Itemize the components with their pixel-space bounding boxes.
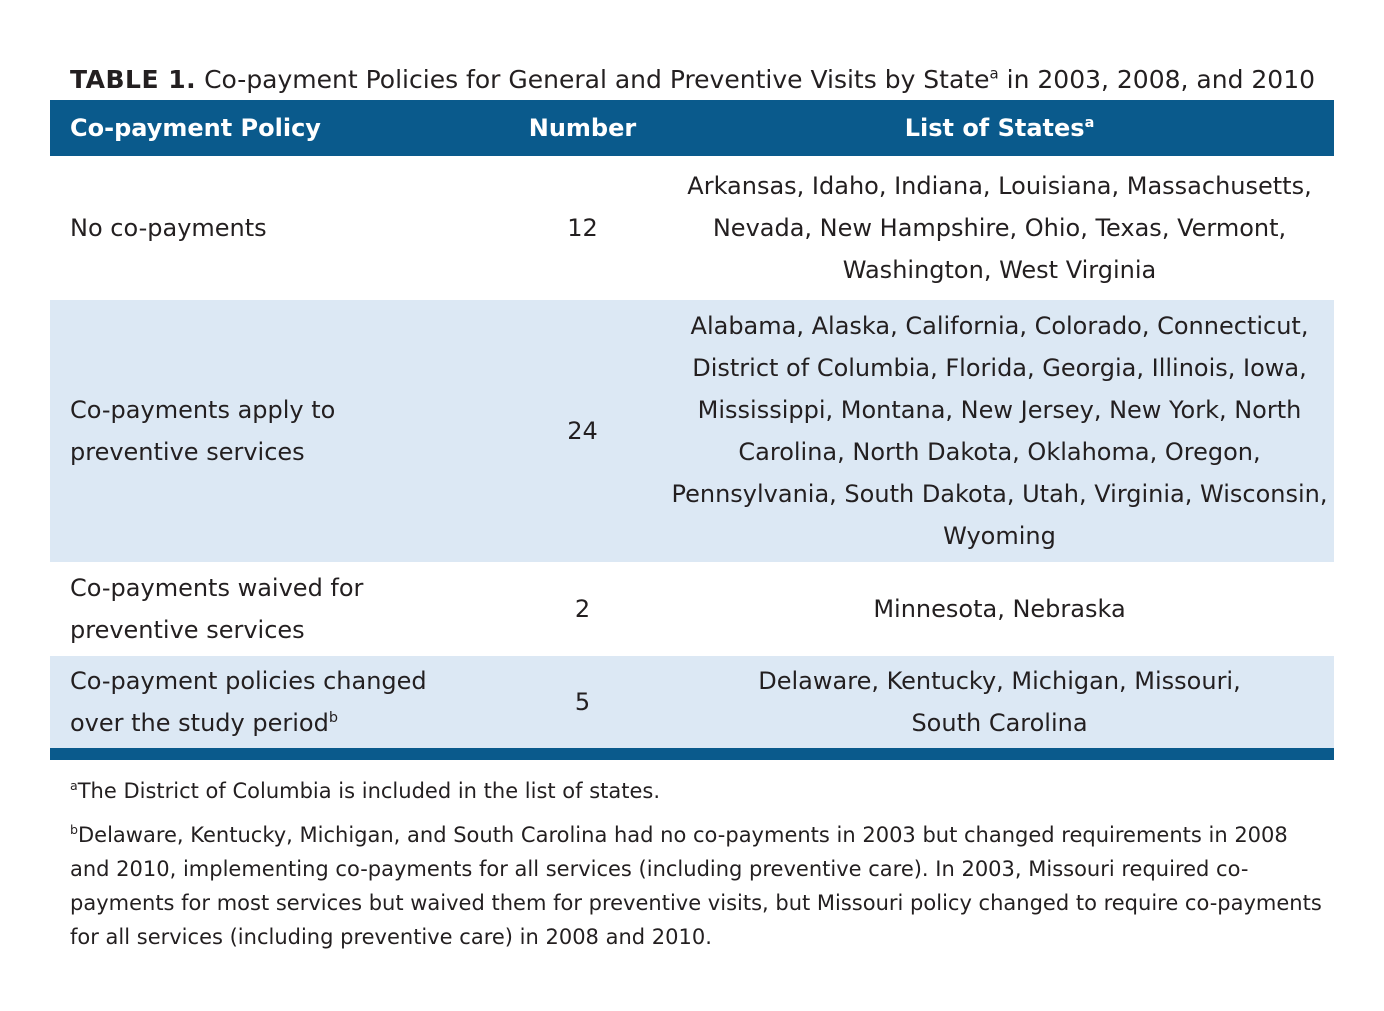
number-cell: 12: [567, 214, 598, 242]
policy-cell: Co-payment policies changed over the stu…: [50, 656, 500, 748]
header-policy: Co-payment Policy: [70, 114, 321, 142]
states-cell: Arkansas, Idaho, Indiana, Louisiana, Mas…: [665, 156, 1334, 300]
policy-text: Co-payment policies changed over the stu…: [70, 667, 427, 737]
number-cell: 2: [574, 595, 591, 623]
policy-cell: No co-payments: [50, 156, 500, 300]
footnote-a: aThe District of Columbia is included in…: [70, 774, 1330, 808]
table-caption: TABLE 1. Co-payment Policies for General…: [70, 60, 1334, 100]
copayment-table: Co-payment Policy Number List of Statesa…: [50, 100, 1334, 748]
footnote-b: bDelaware, Kentucky, Michigan, and South…: [70, 818, 1330, 954]
policy-text: Co-payments waived for preventive servic…: [70, 574, 364, 644]
states-text: Alabama, Alaska, California, Colorado, C…: [671, 312, 1328, 550]
header-number: Number: [528, 114, 637, 142]
table-row: Co-payments waived for preventive servic…: [50, 562, 1334, 656]
table-row: Co-payment policies changed over the stu…: [50, 656, 1334, 748]
footnote-text: The District of Columbia is included in …: [77, 779, 661, 803]
footnote-text: Delaware, Kentucky, Michigan, and South …: [70, 823, 1322, 949]
table-row: No co-payments 12 Arkansas, Idaho, India…: [50, 156, 1334, 300]
table-row: Co-payments apply to preventive services…: [50, 300, 1334, 562]
states-cell: Alabama, Alaska, California, Colorado, C…: [665, 300, 1334, 562]
states-text: Arkansas, Idaho, Indiana, Louisiana, Mas…: [687, 172, 1312, 284]
table-bottom-rule: [50, 748, 1334, 760]
states-text: Delaware, Kentucky, Michigan, Missouri, …: [758, 667, 1241, 737]
states-cell: Minnesota, Nebraska: [873, 595, 1126, 623]
header-row: Co-payment Policy Number List of Statesa: [50, 100, 1334, 156]
footnote-marker: b: [70, 822, 78, 837]
footnotes: aThe District of Columbia is included in…: [70, 774, 1330, 954]
policy-cell: Co-payments apply to preventive services: [50, 300, 500, 562]
header-states-marker: a: [1084, 115, 1095, 131]
policy-text: No co-payments: [70, 214, 267, 242]
number-cell: 24: [567, 417, 598, 445]
footnote-marker: a: [70, 778, 78, 793]
header-states-label: List of States: [904, 114, 1085, 142]
header-states: List of Statesa: [665, 100, 1334, 156]
table-figure: TABLE 1. Co-payment Policies for General…: [50, 60, 1334, 964]
table-label: TABLE 1.: [70, 65, 197, 94]
title-footnote-marker: a: [989, 64, 999, 83]
policy-cell: Co-payments waived for preventive servic…: [50, 562, 500, 656]
table-title-suffix: in 2003, 2008, and 2010: [1006, 65, 1316, 94]
policy-text: Co-payments apply to preventive services: [70, 396, 336, 466]
number-cell: 5: [574, 688, 591, 716]
policy-footnote-marker: b: [328, 710, 338, 726]
states-cell: Delaware, Kentucky, Michigan, Missouri, …: [665, 656, 1334, 748]
table-title: Co-payment Policies for General and Prev…: [204, 65, 990, 94]
